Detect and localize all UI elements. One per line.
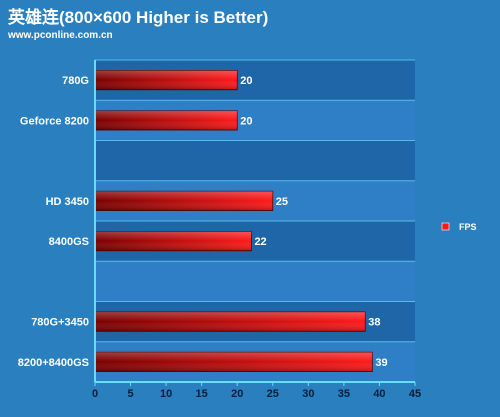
x-tick-label: 0	[92, 388, 98, 400]
x-tick-labels: 0 5 10 15 20 25 30 35 40 45	[92, 382, 421, 400]
bar-shade	[95, 352, 373, 372]
plot-band	[95, 261, 415, 302]
value-label: 20	[240, 75, 252, 87]
x-tick-label: 40	[373, 388, 385, 400]
bar-shade	[95, 110, 238, 131]
bar-shade	[95, 191, 273, 211]
value-label: 39	[375, 357, 387, 369]
value-label: 22	[254, 236, 266, 248]
bar-shade	[95, 311, 366, 332]
category-label: 8200+8400GS	[18, 357, 89, 369]
x-tick-label: 20	[231, 388, 243, 400]
x-tick-label: 25	[267, 388, 279, 400]
chart-title: 英雄连(800×600 Higher is Better)	[8, 7, 268, 27]
category-label: HD 3450	[46, 196, 89, 208]
value-labels: 20 20 25 22 38 39	[240, 75, 387, 369]
x-tick-label: 10	[160, 388, 172, 400]
bar	[94, 231, 252, 252]
x-tick-label: 5	[127, 388, 133, 400]
bar	[94, 70, 238, 91]
chart-subtitle: www.pconline.com.cn	[7, 30, 113, 41]
bar	[94, 311, 366, 332]
category-labels: 780G Geforce 8200 HD 3450 8400GS 780G+3450 82…	[18, 75, 89, 369]
bar-shade	[95, 70, 238, 90]
category-label: 780G+3450	[31, 317, 89, 329]
category-label: Geforce 8200	[20, 115, 89, 127]
x-tick-label: 15	[196, 388, 208, 400]
legend: FPS	[441, 222, 477, 232]
category-label: 780G	[62, 75, 89, 87]
x-tick-label: 45	[409, 388, 421, 400]
legend-label: FPS	[459, 222, 477, 232]
bar	[94, 190, 274, 211]
value-label: 20	[240, 115, 252, 127]
legend-swatch	[441, 222, 450, 231]
bars	[94, 70, 373, 372]
x-tick-label: 30	[302, 388, 314, 400]
category-label: 8400GS	[49, 236, 89, 248]
value-label: 38	[368, 317, 380, 329]
bar-shade	[95, 231, 252, 251]
value-label: 25	[276, 196, 288, 208]
bar	[94, 351, 373, 372]
bar	[94, 110, 238, 131]
x-tick-label: 35	[338, 388, 350, 400]
axes	[94, 60, 415, 383]
